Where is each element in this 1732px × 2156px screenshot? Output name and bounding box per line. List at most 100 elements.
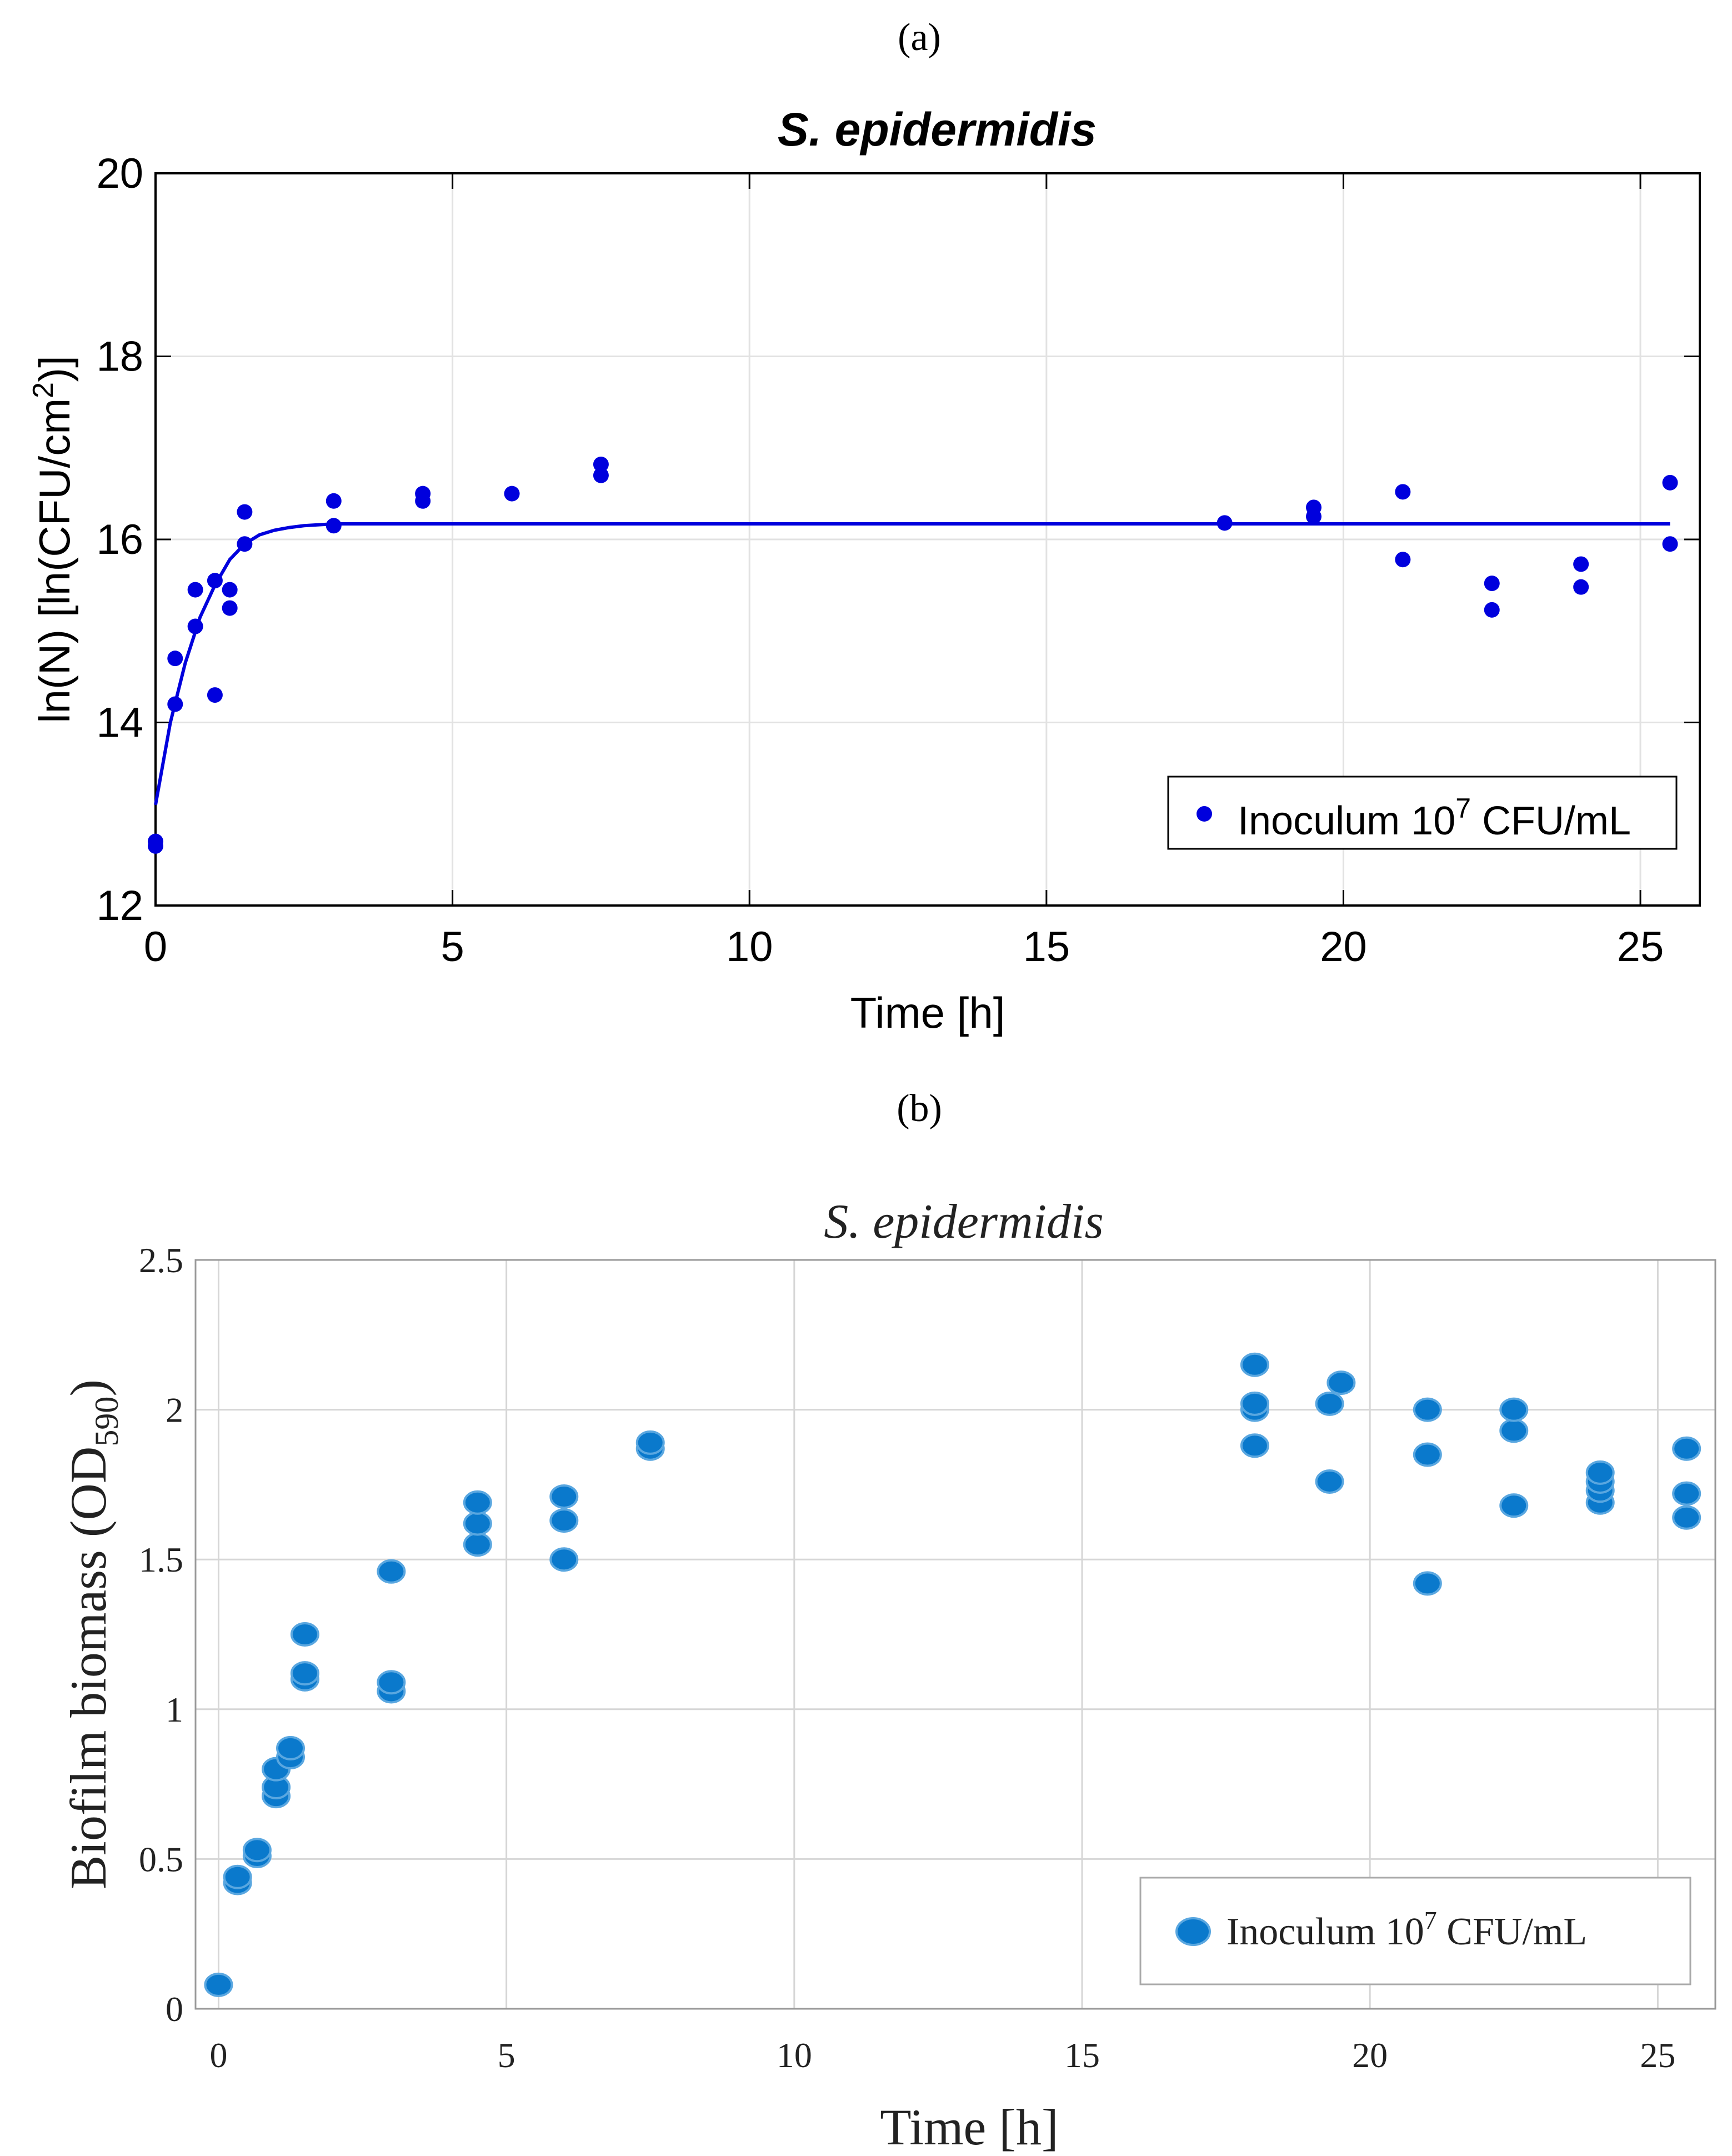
chart-b-y-tick-label: 0 <box>166 1989 183 2029</box>
chart-b-x-tick-label: 25 <box>1640 2035 1675 2075</box>
chart-a-x-ticks: 0 5 10 15 20 25 <box>144 173 1664 971</box>
chart-a-data-point <box>222 582 238 598</box>
chart-a-data-point <box>237 504 253 520</box>
chart-b-data-point <box>463 1511 492 1536</box>
chart-a-data-point <box>1484 602 1500 618</box>
chart-a-data-point <box>1573 556 1589 572</box>
chart-a-data-point <box>593 456 609 472</box>
chart-a-x-tick-label: 0 <box>144 923 167 971</box>
chart-a-x-axis-label: Time [h] <box>850 988 1005 1037</box>
chart-b-data-point <box>549 1547 579 1572</box>
chart-b-y-tick-label: 1.5 <box>139 1540 183 1579</box>
chart-b-x-ticks: 0 5 10 15 20 25 <box>209 2035 1675 2075</box>
chart-a-data-point <box>207 573 223 589</box>
chart-a-data-point <box>1306 499 1321 516</box>
chart-a-x-tick-label: 20 <box>1320 923 1367 971</box>
chart-a-legend-label-prefix: Inoculum 10 <box>1238 799 1455 843</box>
chart-b-legend-label-sup: 7 <box>1424 1906 1437 1934</box>
chart-a-data-point <box>207 687 223 703</box>
chart-a-legend: Inoculum 107 CFU/mL <box>1167 776 1678 850</box>
chart-b-data-point <box>463 1490 492 1515</box>
panel-a-label: (a) <box>898 16 941 59</box>
chart-b-data-point <box>290 1622 319 1647</box>
chart-b-data-point <box>1413 1397 1442 1422</box>
chart-b-data-point <box>1585 1460 1615 1485</box>
chart-a-data-point <box>222 600 238 616</box>
chart-a-y-tick-label: 18 <box>96 333 143 381</box>
chart-b-data-point <box>1499 1397 1529 1422</box>
chart-a-data-point <box>1395 484 1411 500</box>
chart-a-y-tick-label: 20 <box>96 150 143 197</box>
chart-b-data-point <box>1413 1442 1442 1467</box>
chart-a-data-point <box>167 696 183 712</box>
chart-b-plot-frame <box>194 1259 1716 2010</box>
chart-a-data-point <box>415 486 431 502</box>
chart-a-data-point <box>1662 474 1678 491</box>
chart-b-data-point <box>1413 1571 1442 1596</box>
chart-b-points <box>204 1352 1701 1997</box>
chart-b-legend: Inoculum 107 CFU/mL <box>1139 1877 1691 1985</box>
chart-b-data-point <box>377 1670 406 1695</box>
chart-b-data-point <box>1672 1436 1701 1461</box>
chart-b-data-point <box>1499 1493 1529 1518</box>
chart-b-data-point <box>377 1559 406 1584</box>
chart-b-y-axis-label: Biofilm biomass (OD590) <box>60 1379 125 1889</box>
chart-b-data-point <box>635 1430 665 1455</box>
chart-b-y-ticks: 0 0.5 1 1.5 2 2.5 <box>139 1240 183 2029</box>
chart-b-data-point <box>1240 1352 1269 1377</box>
chart-b-data-point <box>1240 1433 1269 1458</box>
chart-b-data-point <box>1499 1418 1529 1443</box>
chart-b-title: S. epidermidis <box>824 1195 1104 1249</box>
chart-b-y-tick-label: 1 <box>166 1690 183 1729</box>
chart-a-data-point <box>1395 552 1411 568</box>
chart-a-data-point <box>1484 576 1500 592</box>
chart-b-y-axis-label-main: Biofilm biomass (OD <box>60 1447 117 1889</box>
chart-a-x-tick-label: 25 <box>1617 923 1664 971</box>
chart-b: S. epidermidis 0 5 10 15 20 25 0 0.5 1 1.5 2 2.5 T… <box>60 1195 1716 2155</box>
chart-a-y-tick-label: 16 <box>96 516 143 563</box>
chart-a-y-tick-label: 12 <box>96 882 143 929</box>
chart-b-data-point <box>463 1532 492 1557</box>
chart-b-data-point <box>1672 1505 1701 1530</box>
chart-a-data-point <box>326 518 342 534</box>
chart-a-y-axis-label-end: )] <box>30 356 79 382</box>
chart-b-data-point <box>1315 1391 1344 1416</box>
chart-a-legend-box <box>1167 776 1678 850</box>
chart-b-x-tick-label: 20 <box>1352 2035 1388 2075</box>
chart-b-y-tick-label: 0.5 <box>139 1839 183 1879</box>
chart-a-gridlines <box>156 173 1700 906</box>
chart-a-data-point <box>237 536 253 552</box>
chart-b-legend-label-prefix: Inoculum 10 <box>1227 1910 1424 1953</box>
chart-a-y-tick-label: 14 <box>96 699 143 747</box>
chart-a-x-tick-label: 10 <box>726 923 773 971</box>
chart-b-legend-label-suffix: CFU/mL <box>1437 1910 1587 1953</box>
chart-a-data-point <box>1573 579 1589 595</box>
chart-a-data-point <box>1217 515 1233 531</box>
chart-a-data-point <box>148 833 163 849</box>
chart-b-x-tick-label: 10 <box>777 2035 812 2075</box>
chart-a-y-axis-label-sup: 2 <box>27 382 59 398</box>
chart-a-points <box>148 456 1678 854</box>
chart-b-y-axis-label-end: ) <box>60 1379 117 1397</box>
chart-a-legend-marker <box>1197 806 1212 822</box>
chart-a-data-point <box>326 493 342 509</box>
chart-a-data-point <box>167 651 183 667</box>
chart-b-x-axis-label: Time [h] <box>880 2099 1058 2155</box>
chart-b-data-point <box>549 1484 579 1509</box>
chart-b-x-tick-label: 0 <box>209 2035 227 2075</box>
chart-b-legend-box <box>1139 1877 1691 1985</box>
chart-a-data-point <box>187 582 203 598</box>
chart-b-legend-label: Inoculum 107 CFU/mL <box>1227 1906 1587 1953</box>
chart-a: S. epidermidis 0 5 10 15 20 25 12 14 16 18 20 Tim… <box>27 103 1701 1037</box>
chart-a-legend-label: Inoculum 107 CFU/mL <box>1238 793 1631 843</box>
chart-a-y-axis-label: ln(N) [ln(CFU/cm2)] <box>27 356 79 723</box>
chart-a-legend-label-suffix: CFU/mL <box>1471 799 1631 843</box>
chart-a-y-axis-label-main: ln(N) [ln(CFU/cm <box>30 398 79 723</box>
chart-a-title: S. epidermidis <box>778 103 1097 156</box>
chart-b-legend-marker <box>1175 1917 1211 1946</box>
chart-a-x-tick-label: 15 <box>1023 923 1070 971</box>
chart-b-data-point <box>549 1508 579 1533</box>
chart-b-data-point <box>223 1864 252 1889</box>
chart-a-data-point <box>1662 536 1678 552</box>
